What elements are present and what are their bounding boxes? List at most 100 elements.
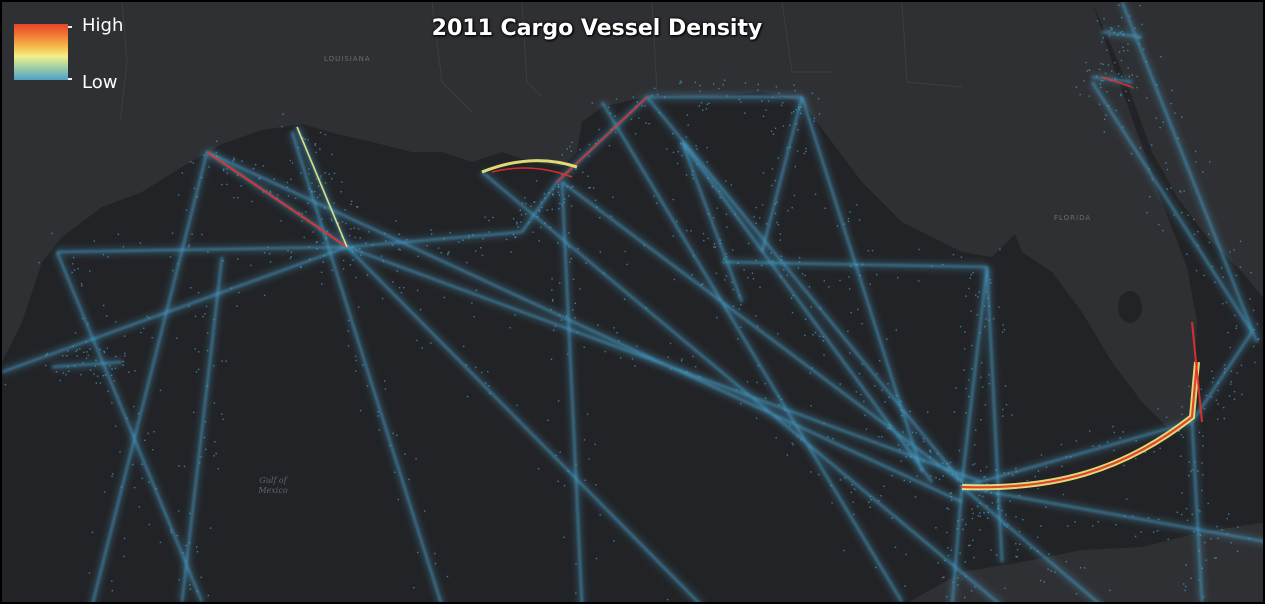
- vessel-point: [1200, 388, 1203, 390]
- vessel-point: [563, 198, 566, 200]
- vessel-point: [900, 400, 902, 403]
- vessel-point: [780, 259, 783, 261]
- vessel-point: [782, 102, 784, 104]
- vessel-point: [1075, 593, 1078, 595]
- vessel-point: [765, 109, 767, 111]
- vessel-point: [1114, 78, 1116, 80]
- vessel-point: [333, 172, 336, 174]
- vessel-point: [793, 111, 795, 113]
- vessel-point: [348, 234, 351, 237]
- vessel-point: [620, 357, 622, 359]
- vessel-point: [320, 271, 323, 273]
- vessel-point: [685, 136, 688, 138]
- vessel-point: [159, 541, 162, 544]
- vessel-point: [221, 183, 223, 186]
- vessel-point: [1236, 372, 1238, 374]
- vessel-point: [1195, 161, 1197, 163]
- vessel-point: [634, 365, 636, 367]
- lane-line: [481, 171, 999, 602]
- vessel-point: [810, 471, 812, 473]
- vessel-point: [262, 165, 264, 167]
- vessel-point: [588, 187, 590, 189]
- vessel-point: [942, 462, 944, 464]
- vessel-point: [672, 151, 675, 154]
- vessel-point: [988, 383, 991, 385]
- vessel-point: [858, 219, 861, 221]
- vessel-point: [214, 441, 216, 443]
- vessel-point: [989, 278, 991, 281]
- lane-line: [1091, 76, 1133, 83]
- vessel-point: [786, 274, 788, 277]
- vessel-point: [988, 305, 991, 307]
- vessel-point: [583, 346, 585, 348]
- vessel-point: [867, 250, 870, 252]
- vessel-point: [588, 155, 590, 157]
- vessel-point: [76, 348, 78, 351]
- vessel-point: [308, 188, 310, 190]
- vessel-point: [918, 248, 920, 251]
- vessel-point: [1111, 70, 1113, 72]
- vessel-point: [691, 274, 693, 276]
- vessel-point: [653, 87, 656, 90]
- vessel-point: [706, 161, 708, 163]
- vessel-point: [252, 168, 255, 170]
- vessel-point: [869, 283, 871, 285]
- vessel-point: [623, 298, 626, 300]
- vessel-point: [747, 242, 750, 245]
- vessel-point: [716, 316, 718, 319]
- vessel-point: [644, 105, 646, 107]
- vessel-point: [1003, 472, 1005, 474]
- vessel-point: [83, 351, 85, 353]
- vessel-point: [1083, 80, 1085, 82]
- vessel-point: [191, 233, 193, 235]
- vessel-point: [188, 305, 190, 307]
- vessel-point: [1223, 417, 1225, 420]
- vessel-point: [1146, 211, 1148, 214]
- vessel-point: [634, 133, 637, 135]
- vessel-point: [735, 389, 737, 391]
- vessel-point: [695, 145, 697, 147]
- vessel-point: [1233, 398, 1236, 400]
- vessel-point: [850, 265, 852, 267]
- vessel-point: [103, 491, 106, 493]
- vessel-point: [1065, 456, 1068, 458]
- vessel-point: [1198, 579, 1200, 581]
- vessel-point: [226, 168, 228, 170]
- vessel-point: [178, 579, 180, 581]
- vessel-point: [1174, 112, 1176, 114]
- vessel-point: [543, 193, 545, 195]
- legend-color-ramp: [14, 24, 68, 80]
- vessel-point: [972, 272, 974, 274]
- vessel-point: [990, 492, 993, 494]
- vessel-point: [977, 296, 979, 298]
- vessel-point: [734, 213, 736, 216]
- lane-line: [51, 361, 123, 368]
- vessel-point: [1181, 212, 1183, 214]
- vessel-point: [942, 475, 944, 477]
- vessel-point: [170, 529, 172, 531]
- vessel-point: [303, 236, 305, 239]
- vessel-point: [79, 348, 81, 350]
- vessel-point: [949, 492, 951, 495]
- vessel-point: [209, 527, 212, 529]
- vessel-point: [755, 259, 757, 262]
- vessel-point: [315, 178, 318, 180]
- vessel-point: [740, 402, 742, 405]
- vessel-point: [1191, 469, 1193, 471]
- vessel-point: [1106, 49, 1108, 51]
- vessel-point: [702, 283, 704, 285]
- vessel-point: [341, 181, 343, 183]
- vessel-point: [615, 98, 618, 100]
- lane-line: [206, 151, 963, 503]
- vessel-point: [115, 355, 117, 358]
- vessel-point: [1113, 449, 1115, 452]
- vessel-point: [430, 229, 432, 231]
- hot-lane: [206, 151, 348, 248]
- vessel-point: [803, 152, 805, 155]
- vessel-point: [340, 191, 342, 193]
- vessel-point: [1181, 492, 1183, 494]
- vessel-point: [551, 208, 553, 211]
- vessel-point: [714, 246, 717, 248]
